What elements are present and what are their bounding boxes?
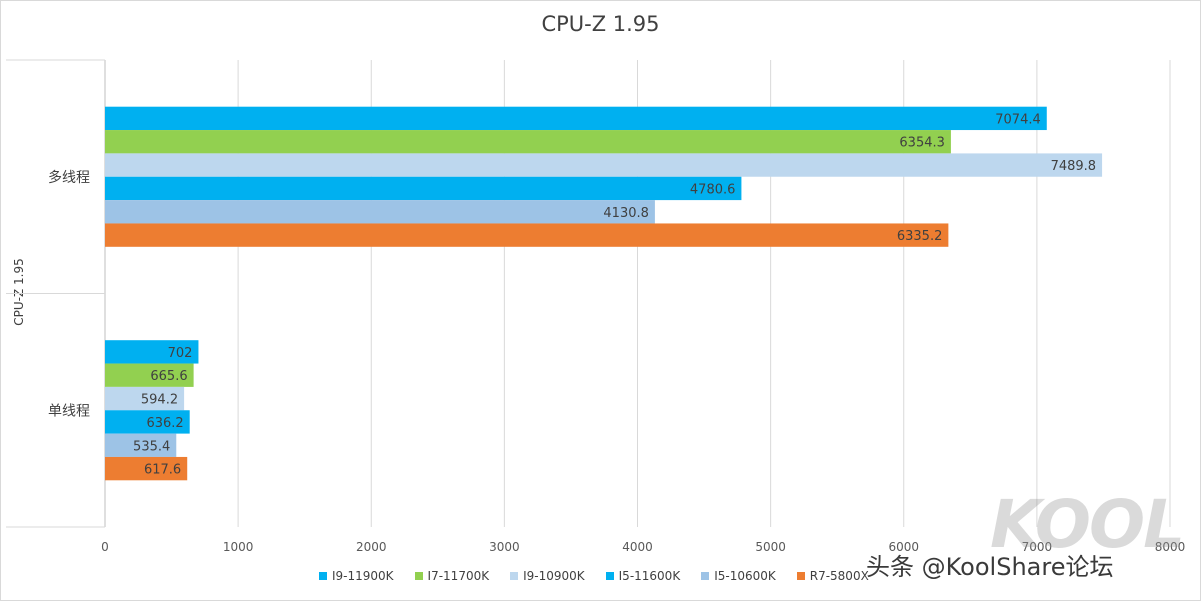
data-label: 6354.3 bbox=[899, 136, 945, 151]
bars bbox=[105, 106, 1103, 481]
x-tick-label: 5000 bbox=[755, 540, 786, 554]
legend-label: I5-10600K bbox=[714, 569, 776, 583]
bar bbox=[105, 176, 742, 201]
legend-label: I7-11700K bbox=[427, 569, 490, 583]
legend-swatch bbox=[701, 572, 710, 580]
bar bbox=[105, 363, 194, 387]
x-tick-label: 7000 bbox=[1022, 540, 1053, 554]
data-label: 702 bbox=[168, 346, 193, 361]
data-label: 617.6 bbox=[144, 463, 181, 478]
x-tick-label: 0 bbox=[101, 540, 109, 554]
x-tick-label: 1000 bbox=[223, 540, 254, 554]
x-tick-label: 6000 bbox=[888, 540, 919, 554]
legend-swatch bbox=[414, 572, 423, 580]
x-tick-label: 8000 bbox=[1155, 540, 1186, 554]
legend-item: I7-11700K bbox=[414, 569, 490, 583]
x-tick-label: 4000 bbox=[622, 540, 653, 554]
legend-label: I5-11600K bbox=[618, 569, 681, 583]
data-label: 4130.8 bbox=[603, 206, 649, 221]
legend-swatch bbox=[510, 572, 519, 580]
data-label: 636.2 bbox=[146, 416, 183, 431]
data-label: 7489.8 bbox=[1051, 159, 1097, 174]
bar bbox=[105, 106, 1047, 131]
category-label: 多线程 bbox=[48, 169, 90, 186]
legend-item: I5-10600K bbox=[701, 569, 776, 583]
legend-item: R7-5800X bbox=[796, 569, 869, 583]
legend-item: I9-11900K bbox=[319, 569, 394, 583]
bar bbox=[105, 153, 1103, 177]
legend-item: I9-10900K bbox=[510, 569, 585, 583]
bar bbox=[105, 130, 951, 154]
legend-item: I5-11600K bbox=[605, 569, 681, 583]
x-tick-label: 2000 bbox=[356, 540, 387, 554]
data-label: 4780.6 bbox=[690, 182, 736, 197]
data-label: 7074.4 bbox=[995, 112, 1041, 127]
category-label: 单线程 bbox=[48, 403, 90, 419]
data-label: 594.2 bbox=[141, 393, 178, 408]
bar bbox=[105, 200, 655, 224]
data-label: 535.4 bbox=[133, 439, 170, 454]
legend-label: I9-10900K bbox=[523, 569, 585, 583]
bar bbox=[105, 223, 949, 247]
legend-label: I9-11900K bbox=[332, 569, 394, 583]
legend-label: R7-5800X bbox=[809, 569, 869, 583]
data-label: 6335.2 bbox=[897, 229, 943, 244]
legend-swatch bbox=[796, 572, 805, 580]
watermark-logo: KOOL bbox=[990, 486, 1185, 563]
bar bbox=[105, 433, 177, 457]
data-labels: 7074.4 6354.3 7489.8 4780.6 4130.8 6335.2 702 6… bbox=[133, 112, 1096, 477]
bar bbox=[105, 340, 199, 364]
bar bbox=[105, 456, 188, 481]
data-label: 665.6 bbox=[150, 369, 187, 384]
legend: I9-11900K I7-11700K I9-10900K I5-11600K I5-1… bbox=[319, 569, 890, 583]
chart-title: CPU-Z 1.95 bbox=[541, 12, 660, 36]
legend-swatch bbox=[605, 572, 614, 580]
bar bbox=[105, 410, 190, 434]
legend-swatch bbox=[319, 572, 327, 580]
x-tick-label: 3000 bbox=[489, 540, 520, 554]
watermark-text: 头条 @KoolShare论坛 bbox=[866, 553, 1114, 581]
bar bbox=[105, 386, 185, 411]
